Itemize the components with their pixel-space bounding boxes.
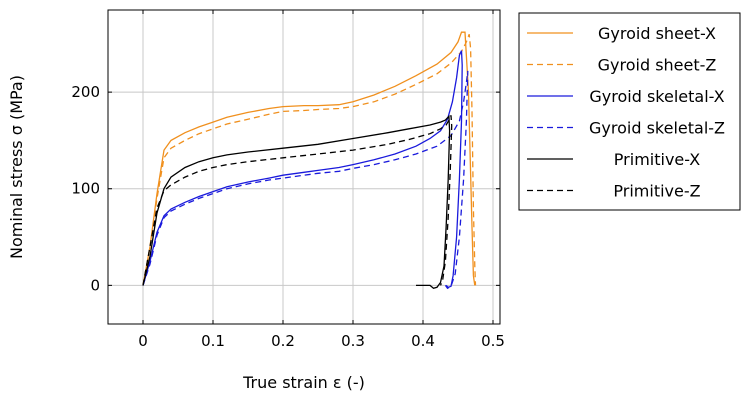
series-line-3 <box>142 70 469 290</box>
series-line-2 <box>142 50 463 289</box>
grid <box>108 10 500 324</box>
y-tick-label: 100 <box>71 180 100 198</box>
x-tick-label: 0.2 <box>271 332 295 350</box>
legend-label-5: Primitive-Z <box>613 182 700 201</box>
legend-label-1: Gyroid sheet-Z <box>598 56 717 75</box>
y-tick-label: 0 <box>90 276 100 294</box>
x-tick-label: 0.3 <box>341 332 365 350</box>
x-tick-label: 0.1 <box>201 332 225 350</box>
series-line-1 <box>142 33 477 286</box>
legend-label-3: Gyroid skeletal-Z <box>589 119 725 138</box>
series-line-5 <box>142 115 453 286</box>
axis-ticks: 0 0.1 0.2 0.3 0.4 0.5 0 100 200 <box>71 10 505 350</box>
legend-label-2: Gyroid skeletal-X <box>589 87 724 106</box>
x-tick-label: 0.5 <box>481 332 505 350</box>
series-line-0 <box>142 31 476 286</box>
x-tick-label: 0 <box>138 332 148 350</box>
y-tick-label: 200 <box>71 83 100 101</box>
x-axis-title: True strain ε (-) <box>242 373 365 392</box>
x-tick-label: 0.4 <box>411 332 435 350</box>
legend: Gyroid sheet-X Gyroid sheet-Z Gyroid skele… <box>518 12 741 211</box>
legend-box <box>518 12 741 211</box>
legend-label-4: Primitive-X <box>614 150 700 169</box>
series-line-4 <box>142 114 451 290</box>
legend-label-0: Gyroid sheet-X <box>598 24 716 43</box>
series-lines <box>142 31 477 290</box>
plot-area-frame <box>107 9 501 325</box>
y-axis-title: Nominal stress σ (MPa) <box>7 75 26 259</box>
